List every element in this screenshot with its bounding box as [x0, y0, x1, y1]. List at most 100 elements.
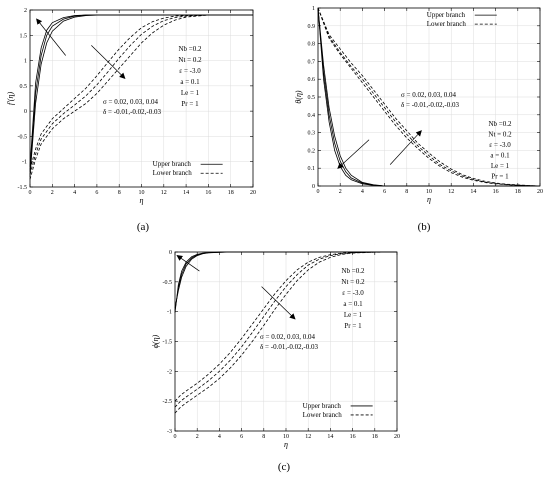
x-tick-label: 0	[317, 189, 320, 195]
parameter-label: a = 0.1	[180, 78, 200, 86]
x-tick-label: 20	[537, 189, 543, 195]
lower-branch-curve-3	[29, 14, 253, 170]
y-tick-label: 0.1	[308, 166, 316, 172]
y-tick-label: 0.5	[308, 95, 316, 101]
y-tick-label: -2.5	[163, 399, 173, 405]
parameter-label: Nt = 0.2	[178, 56, 202, 64]
parameter-label: Pr = 1	[344, 322, 362, 330]
x-tick-label: 10	[139, 190, 145, 196]
x-tick-label: 20	[250, 190, 256, 196]
lower-branch-curve-2	[317, 7, 541, 187]
sigma-delta-annotation: σ = 0.02, 0.03, 0.04	[103, 98, 158, 106]
x-axis-label: η	[427, 195, 431, 204]
x-tick-label: 16	[205, 190, 211, 196]
y-axis-label: ϕ(η)	[151, 334, 160, 348]
x-tick-label: 10	[426, 189, 432, 195]
lower-branch-curve-2	[29, 14, 253, 175]
y-tick-label: 0	[24, 109, 27, 115]
parameter-label: Nb =0.2	[341, 267, 365, 275]
parameter-label: Nb =0.2	[178, 45, 202, 53]
y-tick-label: 0.4	[308, 113, 316, 119]
legend-label: Lower branch	[153, 169, 193, 177]
lower-branch-curve-3	[174, 251, 398, 414]
y-tick-label: 0.3	[308, 131, 316, 137]
x-tick-label: 8	[262, 434, 265, 440]
x-tick-label: 6	[240, 434, 243, 440]
y-tick-label: 1	[24, 59, 27, 65]
parameter-label: ε = -3.0	[179, 67, 201, 75]
x-tick-label: 0	[174, 434, 177, 440]
panel-b: 0 2 4 6 8 10 12 14 16 18 20 0 0.1 0.2 0.3 0.4 0.5 0.6 0.7 0…	[294, 6, 543, 204]
x-tick-label: 18	[515, 189, 521, 195]
y-tick-label: -0.5	[18, 134, 28, 140]
upper-branch-curve-3	[174, 251, 397, 309]
y-tick-label: -0.5	[163, 280, 173, 286]
y-tick-label: 1	[312, 6, 315, 12]
y-tick-label: 0.8	[308, 42, 316, 48]
x-tick-label: 2	[196, 434, 199, 440]
y-tick-label: -1.5	[163, 340, 173, 346]
parameter-label: ε = -3.0	[489, 141, 511, 149]
lower-branch-curve-2	[174, 251, 398, 408]
parameter-label: a = 0.1	[490, 152, 510, 160]
y-tick-label: -3	[167, 429, 172, 435]
lower-branch-curve-1	[29, 14, 253, 180]
y-axis-label: f'(η)	[6, 92, 15, 106]
x-tick-label: 16	[493, 189, 499, 195]
y-tick-label: -1.5	[18, 185, 28, 191]
trend-arrow	[91, 45, 126, 79]
upper-branch-curve-3	[317, 7, 540, 187]
x-tick-label: 16	[350, 434, 356, 440]
y-tick-label: 0.9	[308, 24, 316, 30]
trend-arrow	[337, 139, 370, 169]
trend-arrow	[176, 255, 200, 272]
parameter-label: a = 0.1	[343, 300, 363, 308]
x-tick-label: 12	[305, 434, 311, 440]
y-tick-label: 0	[169, 250, 172, 256]
x-tick-label: 18	[228, 190, 234, 196]
parameter-label: Le = 1	[491, 162, 510, 170]
sigma-delta-annotation: δ = -0.01,-0.02,-0.03	[260, 343, 318, 351]
y-tick-label: -1	[167, 310, 172, 316]
x-tick-label: 8	[118, 190, 121, 196]
upper-branch-curve-3	[29, 14, 253, 167]
lower-branch-curve-1	[174, 251, 398, 402]
panel-a: 0 2 4 6 8 10 12 14 16 18 20 -1.5 -1 -0.5 0 0.5 1 1.5 2 η f'(…	[6, 8, 256, 205]
panel-c: 0 2 4 6 8 10 12 14 16 18 20 -3 -2.5 -2 -1.5 -1 -0.5 0 η ϕ(η…	[151, 250, 400, 449]
x-tick-label: 10	[283, 434, 289, 440]
trend-arrow	[261, 286, 296, 320]
x-tick-label: 18	[372, 434, 378, 440]
y-tick-label: 0.5	[20, 84, 28, 90]
parameter-label: Pr = 1	[491, 173, 509, 181]
x-tick-label: 8	[405, 189, 408, 195]
x-tick-label: 0	[29, 190, 32, 196]
parameter-label: Le = 1	[181, 89, 200, 97]
x-tick-label: 6	[383, 189, 386, 195]
y-tick-label: 2	[24, 8, 27, 14]
y-tick-label: 0.2	[308, 148, 316, 154]
x-axis-label: η	[140, 196, 144, 205]
parameter-label: ε = -3.0	[342, 289, 364, 297]
x-tick-label: 4	[218, 434, 221, 440]
trend-arrow	[36, 18, 66, 56]
x-tick-label: 14	[327, 434, 333, 440]
y-tick-label: 0	[312, 184, 315, 190]
trend-arrow	[389, 130, 422, 165]
legend-label: Upper branch	[153, 160, 192, 168]
caption-c: (c)	[278, 461, 291, 473]
legend-label: Lower branch	[427, 20, 467, 28]
parameter-label: Pr = 1	[181, 100, 199, 108]
legend-label: Upper branch	[427, 11, 466, 19]
sigma-delta-annotation: σ = 0.02, 0.03, 0.04	[401, 91, 456, 99]
x-tick-label: 12	[161, 190, 167, 196]
y-axis-label: θ(η)	[294, 90, 303, 104]
x-tick-label: 20	[394, 434, 400, 440]
x-tick-label: 2	[339, 189, 342, 195]
parameter-label: Le = 1	[344, 311, 363, 319]
y-tick-label: 0.6	[308, 77, 316, 83]
parameter-label: Nt = 0.2	[488, 131, 512, 139]
y-tick-label: -2	[167, 369, 172, 375]
y-tick-label: 1.5	[20, 33, 28, 39]
lower-branch-curve-3	[317, 7, 541, 187]
caption-b: (b)	[418, 221, 431, 233]
